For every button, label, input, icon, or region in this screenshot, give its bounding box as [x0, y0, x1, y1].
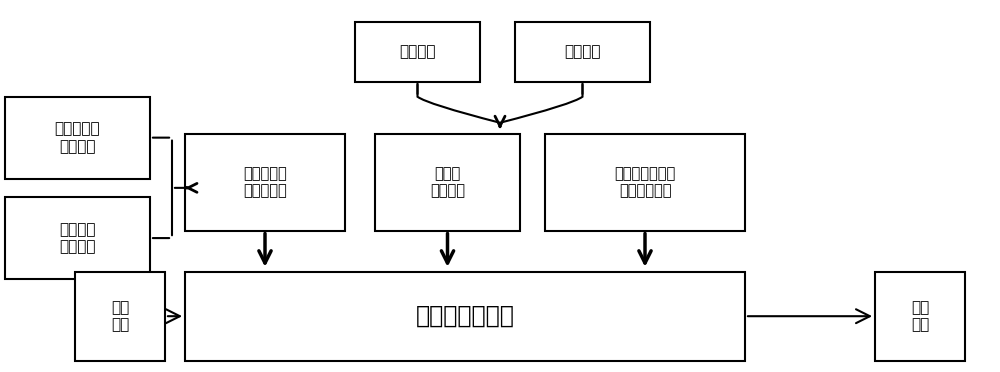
Text: 最适宜
电极系统: 最适宜 电极系统	[430, 166, 465, 199]
FancyBboxPatch shape	[5, 97, 150, 179]
FancyBboxPatch shape	[355, 22, 480, 82]
Text: 软件
开发: 软件 开发	[111, 300, 129, 333]
FancyBboxPatch shape	[375, 134, 520, 231]
Text: 硬件
设计: 硬件 设计	[911, 300, 929, 333]
FancyBboxPatch shape	[875, 272, 965, 361]
FancyBboxPatch shape	[185, 272, 745, 361]
FancyBboxPatch shape	[75, 272, 165, 361]
Text: 最优电极: 最优电极	[399, 45, 436, 60]
Text: 双酶固定化
技术及工艺: 双酶固定化 技术及工艺	[243, 166, 287, 199]
Text: 配套试剂: 配套试剂	[564, 45, 601, 60]
FancyBboxPatch shape	[515, 22, 650, 82]
Text: 甘油生物传感器: 甘油生物传感器	[416, 304, 514, 328]
Text: 固定化技
术及方法: 固定化技 术及方法	[59, 222, 96, 254]
FancyBboxPatch shape	[545, 134, 745, 231]
FancyBboxPatch shape	[5, 197, 150, 279]
Text: 酶及固定化
载体筛选: 酶及固定化 载体筛选	[55, 121, 100, 154]
FancyBboxPatch shape	[185, 134, 345, 231]
Text: 生物反应系统和
流动注射系统: 生物反应系统和 流动注射系统	[614, 166, 676, 199]
